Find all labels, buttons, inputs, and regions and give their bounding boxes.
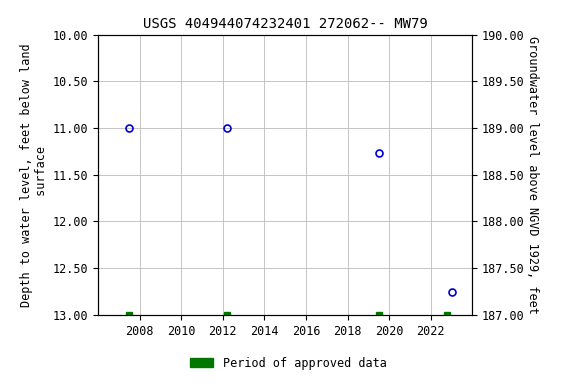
Legend: Period of approved data: Period of approved data	[185, 352, 391, 374]
Y-axis label: Depth to water level, feet below land
 surface: Depth to water level, feet below land su…	[20, 43, 48, 306]
Title: USGS 404944074232401 272062-- MW79: USGS 404944074232401 272062-- MW79	[143, 17, 427, 31]
Y-axis label: Groundwater level above NGVD 1929, feet: Groundwater level above NGVD 1929, feet	[526, 36, 539, 314]
